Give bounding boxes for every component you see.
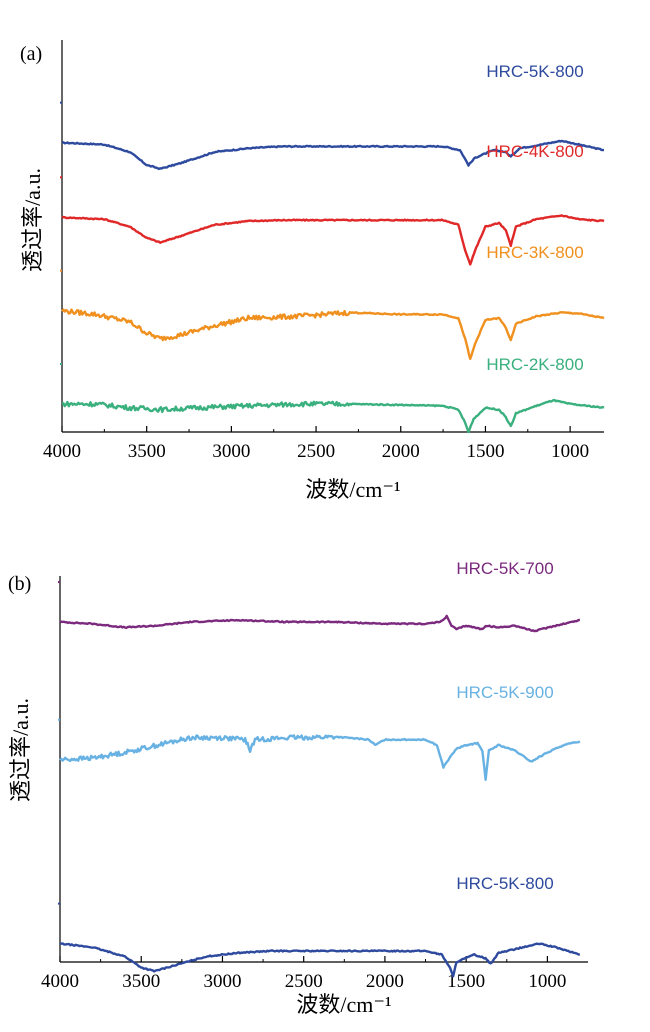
- x-tick-label: 1500: [466, 441, 504, 462]
- x-tick-label: 4000: [41, 971, 79, 992]
- series-label: HRC-5K-900: [456, 683, 553, 702]
- series-label: HRC-5K-800: [456, 874, 553, 893]
- x-tick-label: 2000: [382, 441, 420, 462]
- x-tick-label: 2000: [366, 971, 404, 992]
- series-line-hrc-3k-800: [61, 308, 605, 360]
- x-tick-label: 3500: [128, 441, 166, 462]
- x-tick-label: 3500: [122, 971, 160, 992]
- series-label: HRC-4K-800: [486, 142, 583, 161]
- x-tick-label: 2500: [297, 441, 335, 462]
- y-axis-title: 透过率/a.u.: [20, 168, 45, 272]
- series-line-hrc-5k-700: [59, 614, 580, 633]
- series-line-hrc-4k-800: [61, 214, 605, 266]
- series-line-hrc-5k-800: [59, 942, 580, 978]
- x-tick-label: 3000: [212, 441, 250, 462]
- panel-label: (a): [20, 43, 42, 65]
- y-axis-title: 透过率/a.u.: [8, 698, 33, 802]
- x-tick-label: 2500: [285, 971, 323, 992]
- series-line-hrc-2k-800: [61, 398, 605, 434]
- series-label: HRC-3K-800: [486, 243, 583, 262]
- series-label: HRC-2K-800: [486, 355, 583, 374]
- x-axis-title: 波数/cm⁻¹: [305, 477, 400, 502]
- x-tick-label: 4000: [43, 441, 81, 462]
- x-tick-label: 3000: [203, 971, 241, 992]
- panel-a: 4000 3500 3000 2500 2000 1500 1000 (a) 波数/cm⁻¹ 透过…: [20, 40, 605, 502]
- x-tick-label: 1000: [528, 971, 566, 992]
- x-tick-label: 1500: [447, 971, 485, 992]
- panel-label: (b): [8, 573, 31, 595]
- series-line-hrc-5k-900: [59, 734, 581, 781]
- series-label: HRC-5K-700: [456, 559, 553, 578]
- x-tick-label: 1000: [551, 441, 589, 462]
- series-label: HRC-5K-800: [486, 62, 583, 81]
- series-line-hrc-5k-800: [61, 139, 604, 171]
- x-axis-title: 波数/cm⁻¹: [296, 992, 391, 1017]
- panel-b: 4000 3500 3000 2500 2000 1500 1000 (b) 波数/cm⁻¹ 透过…: [8, 559, 588, 1017]
